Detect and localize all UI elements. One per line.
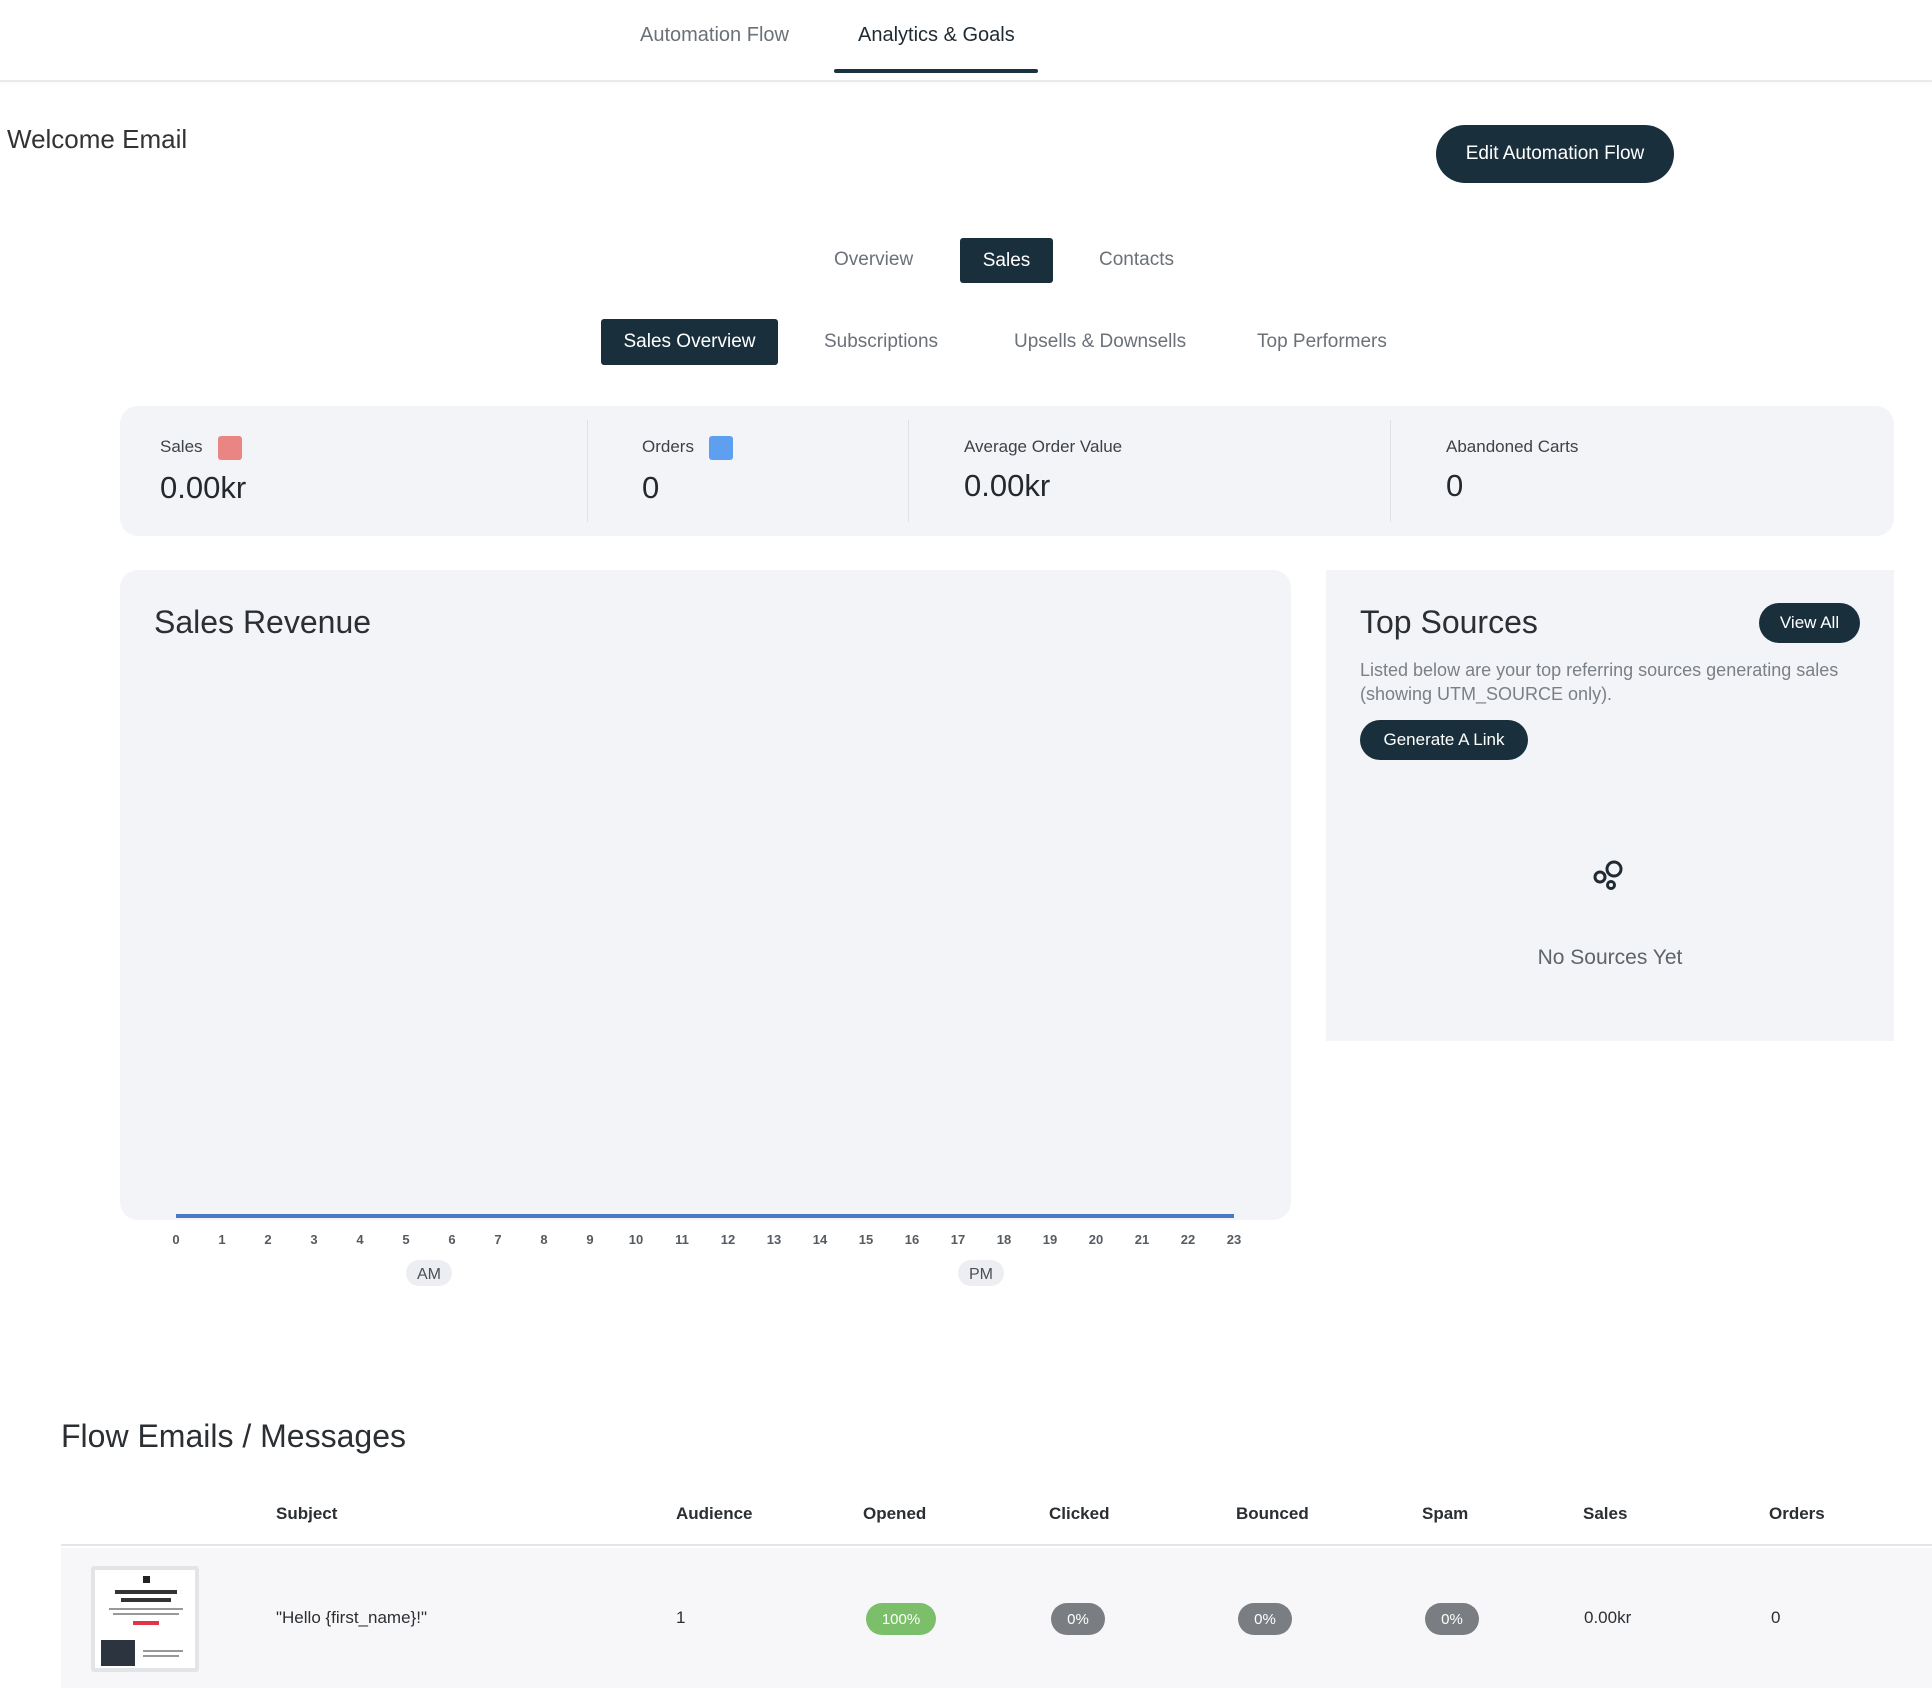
stat-aov-value: 0.00kr: [964, 468, 1051, 503]
x-tick-label: 19: [1043, 1232, 1057, 1247]
active-tab-underline: [834, 69, 1038, 73]
pm-label: PM: [958, 1260, 1004, 1286]
svg-text:AM: AM: [417, 1266, 441, 1283]
no-sources-text: No Sources Yet: [1537, 946, 1683, 969]
x-tick-label: 8: [540, 1232, 547, 1247]
stat-orders-label: Orders: [642, 437, 694, 456]
x-tick-label: 18: [997, 1232, 1011, 1247]
clicked-rate-badge: 0%: [1051, 1603, 1105, 1635]
stats-summary-card: Sales 0.00kr Orders 0 Average Order Valu…: [120, 406, 1894, 536]
subtab-top-performers[interactable]: Top Performers: [1257, 331, 1387, 352]
x-tick-label: 9: [586, 1232, 593, 1247]
x-tick-label: 1: [218, 1232, 225, 1247]
bounced-rate-badge: 0%: [1238, 1603, 1292, 1635]
tab-automation-flow[interactable]: Automation Flow: [640, 24, 789, 46]
x-tick-label: 13: [767, 1232, 781, 1247]
orders-legend-swatch: [709, 436, 733, 460]
sales-revenue-card: Sales Revenue: [120, 570, 1291, 1220]
top-sources-description: Listed below are your top referring sour…: [1360, 660, 1839, 704]
top-navigation: Automation Flow Analytics & Goals: [0, 0, 1932, 82]
table-header: Subject Audience Opened Clicked Bounced …: [61, 1498, 1932, 1546]
sales-legend-swatch: [218, 436, 242, 460]
table-row[interactable]: "Hello {first_name}!" 1 100% 0% 0% 0% 0.…: [61, 1548, 1932, 1688]
x-tick-label: 7: [494, 1232, 501, 1247]
x-tick-label: 15: [859, 1232, 873, 1247]
top-sources-title: Top Sources: [1360, 604, 1538, 640]
x-tick-label: 11: [675, 1232, 689, 1247]
x-tick-label: 10: [629, 1232, 643, 1247]
chart-title: Sales Revenue: [154, 604, 372, 640]
top-sources-card: Top Sources View All Listed below are yo…: [1326, 570, 1894, 1041]
stat-aov-label: Average Order Value: [964, 437, 1123, 456]
stat-sales-label: Sales: [160, 437, 203, 456]
column-orders[interactable]: Orders: [1769, 1504, 1825, 1523]
view-all-button[interactable]: View All: [1759, 603, 1860, 643]
x-tick-label: 6: [448, 1232, 455, 1247]
page-title: Welcome Email: [7, 124, 188, 154]
row-subject[interactable]: "Hello {first_name}!": [276, 1608, 427, 1627]
x-tick-label: 20: [1089, 1232, 1103, 1247]
x-tick-label: 3: [310, 1232, 317, 1247]
stat-orders-value: 0: [642, 470, 660, 505]
column-audience[interactable]: Audience: [676, 1504, 753, 1523]
spam-rate-badge: 0%: [1425, 1603, 1479, 1635]
x-tick-label: 0: [172, 1232, 179, 1247]
x-tick-label: 12: [721, 1232, 735, 1247]
opened-rate-badge: 100%: [866, 1603, 936, 1635]
x-tick-label: 5: [402, 1232, 409, 1247]
tab-sales[interactable]: Sales: [960, 238, 1053, 283]
am-label: AM: [406, 1260, 452, 1286]
x-tick-label: 17: [951, 1232, 965, 1247]
svg-text:PM: PM: [969, 1266, 993, 1283]
x-tick-label: 14: [813, 1232, 828, 1247]
stat-divider: [908, 420, 909, 522]
x-tick-label: 16: [905, 1232, 919, 1247]
row-orders: 0: [1771, 1608, 1781, 1627]
x-tick-label: 21: [1135, 1232, 1149, 1247]
x-tick-label: 23: [1227, 1232, 1241, 1247]
column-opened[interactable]: Opened: [863, 1504, 927, 1523]
sources-bubbles-icon: [1593, 860, 1623, 890]
x-tick-label: 2: [264, 1232, 271, 1247]
column-bounced[interactable]: Bounced: [1236, 1504, 1309, 1523]
subtab-sales-overview[interactable]: Sales Overview: [601, 319, 778, 365]
tab-contacts[interactable]: Contacts: [1099, 249, 1174, 270]
column-spam[interactable]: Spam: [1422, 1504, 1469, 1523]
x-tick-label: 22: [1181, 1232, 1195, 1247]
tab-analytics-goals[interactable]: Analytics & Goals: [858, 24, 1015, 46]
stat-abandoned-label: Abandoned Carts: [1446, 437, 1579, 456]
row-audience: 1: [676, 1608, 686, 1627]
stat-divider: [1390, 420, 1391, 522]
tab-overview[interactable]: Overview: [834, 249, 914, 270]
stat-abandoned-value: 0: [1446, 468, 1464, 503]
edit-automation-flow-button[interactable]: Edit Automation Flow: [1436, 125, 1674, 183]
flow-emails-title: Flow Emails / Messages: [61, 1418, 406, 1454]
sales-revenue-chart: 0 1 2 3 4 5 6 7 8 9 10 11 12 13 14 15 16 17 18 19 20 21 22 23AM…: [172, 1214, 1241, 1286]
column-clicked[interactable]: Clicked: [1049, 1504, 1110, 1523]
column-sales[interactable]: Sales: [1583, 1504, 1628, 1523]
generate-link-button[interactable]: Generate A Link: [1360, 720, 1528, 760]
stat-sales-value: 0.00kr: [160, 470, 247, 505]
email-thumbnail[interactable]: [91, 1566, 199, 1672]
column-subject[interactable]: Subject: [276, 1504, 338, 1523]
subtab-upsells-downsells[interactable]: Upsells & Downsells: [1014, 331, 1187, 352]
stat-divider: [587, 420, 588, 522]
x-tick-label: 4: [356, 1232, 364, 1247]
row-sales: 0.00kr: [1584, 1608, 1632, 1627]
subtab-subscriptions[interactable]: Subscriptions: [824, 331, 939, 352]
